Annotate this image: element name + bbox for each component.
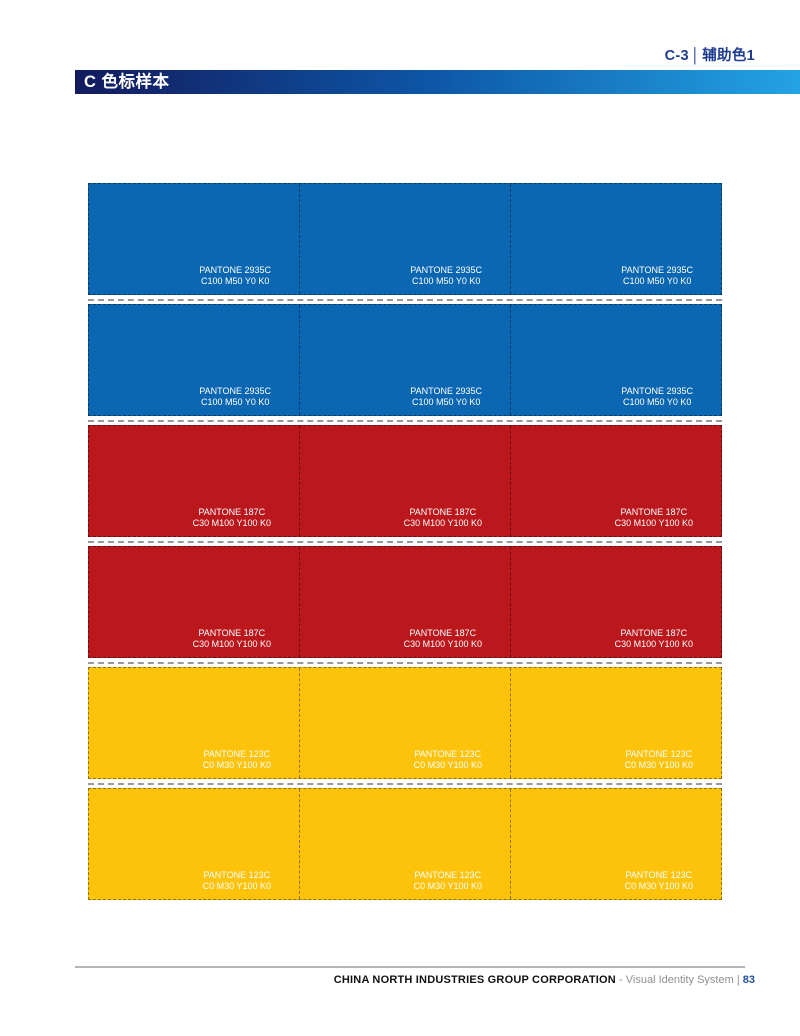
swatch-pantone-name: PANTONE 123C xyxy=(203,870,271,880)
swatch-cell: PANTONE 2935C C100 M50 Y0 K0 xyxy=(299,184,510,294)
swatch-cmyk-value: C0 M30 Y100 K0 xyxy=(413,881,482,891)
swatch-cell: PANTONE 123C C0 M30 Y100 K0 xyxy=(510,668,721,778)
swatch-cell: PANTONE 187C C30 M100 Y100 K0 xyxy=(510,547,721,657)
footer: CHINA NORTH INDUSTRIES GROUP CORPORATION… xyxy=(334,974,755,986)
swatch-cell: PANTONE 2935C C100 M50 Y0 K0 xyxy=(89,184,299,294)
swatch-cell: PANTONE 2935C C100 M50 Y0 K0 xyxy=(299,305,510,415)
swatch-cmyk-value: C100 M50 Y0 K0 xyxy=(411,276,481,286)
swatch-cell: PANTONE 123C C0 M30 Y100 K0 xyxy=(299,789,510,899)
section-header-bar: C 色标样本 xyxy=(75,70,800,94)
swatch-label: PANTONE 123C C0 M30 Y100 K0 xyxy=(625,749,693,771)
swatch-pantone-name: PANTONE 187C xyxy=(620,507,688,517)
swatch-label: PANTONE 2935C C100 M50 Y0 K0 xyxy=(199,265,271,287)
swatch-cmyk-value: C30 M100 Y100 K0 xyxy=(614,639,693,649)
swatch-cmyk-value: C30 M100 Y100 K0 xyxy=(192,518,271,528)
swatch-cmyk-value: C0 M30 Y100 K0 xyxy=(624,760,693,770)
section-tab-label: C-3 │ 辅助色1 xyxy=(665,44,755,65)
swatch-cell: PANTONE 123C C0 M30 Y100 K0 xyxy=(89,789,299,899)
swatch-pantone-name: PANTONE 123C xyxy=(625,749,693,759)
swatch-label: PANTONE 123C C0 M30 Y100 K0 xyxy=(203,870,271,892)
swatch-pantone-name: PANTONE 187C xyxy=(198,628,266,638)
footer-pipe: | xyxy=(736,974,740,986)
cut-line xyxy=(88,541,722,543)
section-title: 辅助色1 xyxy=(702,48,755,64)
swatch-label: PANTONE 2935C C100 M50 Y0 K0 xyxy=(621,265,693,287)
swatch-cell: PANTONE 123C C0 M30 Y100 K0 xyxy=(510,789,721,899)
swatch-cell: PANTONE 2935C C100 M50 Y0 K0 xyxy=(89,305,299,415)
swatch-row-auxiliary-blue: PANTONE 2935C C100 M50 Y0 K0 PANTONE 2935C… xyxy=(88,183,722,295)
swatch-pantone-name: PANTONE 2935C xyxy=(410,386,482,396)
swatch-pantone-name: PANTONE 2935C xyxy=(199,386,271,396)
cut-line xyxy=(88,299,722,301)
swatch-cmyk-value: C100 M50 Y0 K0 xyxy=(411,397,481,407)
swatch-label: PANTONE 123C C0 M30 Y100 K0 xyxy=(625,870,693,892)
swatch-pantone-name: PANTONE 123C xyxy=(414,870,482,880)
swatch-pantone-name: PANTONE 187C xyxy=(409,507,477,517)
section-separator: │ xyxy=(690,48,701,64)
swatch-pantone-name: PANTONE 2935C xyxy=(410,265,482,275)
swatch-pantone-name: PANTONE 123C xyxy=(625,870,693,880)
swatch-cmyk-value: C30 M100 Y100 K0 xyxy=(614,518,693,528)
swatch-cell: PANTONE 187C C30 M100 Y100 K0 xyxy=(299,426,510,536)
system-name: Visual Identity System xyxy=(625,974,734,986)
swatch-pantone-name: PANTONE 187C xyxy=(198,507,266,517)
cut-line xyxy=(88,783,722,785)
swatch-cmyk-value: C0 M30 Y100 K0 xyxy=(413,760,482,770)
swatch-label: PANTONE 187C C30 M100 Y100 K0 xyxy=(615,507,693,529)
swatch-label: PANTONE 187C C30 M100 Y100 K0 xyxy=(193,507,271,529)
swatch-cell: PANTONE 187C C30 M100 Y100 K0 xyxy=(299,547,510,657)
swatch-row-auxiliary-blue: PANTONE 2935C C100 M50 Y0 K0 PANTONE 2935C… xyxy=(88,304,722,416)
cut-line xyxy=(88,420,722,422)
swatch-cell: PANTONE 187C C30 M100 Y100 K0 xyxy=(89,547,299,657)
swatch-pantone-name: PANTONE 123C xyxy=(203,749,271,759)
swatch-pantone-name: PANTONE 123C xyxy=(414,749,482,759)
swatch-label: PANTONE 123C C0 M30 Y100 K0 xyxy=(414,749,482,771)
swatch-cmyk-value: C0 M30 Y100 K0 xyxy=(624,881,693,891)
swatch-label: PANTONE 2935C C100 M50 Y0 K0 xyxy=(199,386,271,408)
swatch-cmyk-value: C30 M100 Y100 K0 xyxy=(403,639,482,649)
swatch-row-auxiliary-yellow: PANTONE 123C C0 M30 Y100 K0 PANTONE 123C C0… xyxy=(88,667,722,779)
swatch-cell: PANTONE 187C C30 M100 Y100 K0 xyxy=(510,426,721,536)
swatch-cmyk-value: C100 M50 Y0 K0 xyxy=(622,397,692,407)
company-name: CHINA NORTH INDUSTRIES GROUP CORPORATION xyxy=(333,974,616,986)
swatch-pantone-name: PANTONE 2935C xyxy=(199,265,271,275)
swatch-cmyk-value: C100 M50 Y0 K0 xyxy=(200,397,270,407)
swatch-pantone-name: PANTONE 2935C xyxy=(621,265,693,275)
swatch-label: PANTONE 123C C0 M30 Y100 K0 xyxy=(203,749,271,771)
page-title: C 色标样本 xyxy=(84,73,170,91)
swatch-cmyk-value: C0 M30 Y100 K0 xyxy=(202,760,271,770)
swatch-cell: PANTONE 123C C0 M30 Y100 K0 xyxy=(299,668,510,778)
swatch-label: PANTONE 2935C C100 M50 Y0 K0 xyxy=(410,265,482,287)
cut-line xyxy=(88,662,722,664)
swatch-row-auxiliary-red: PANTONE 187C C30 M100 Y100 K0 PANTONE 187C… xyxy=(88,425,722,537)
swatch-cmyk-value: C0 M30 Y100 K0 xyxy=(202,881,271,891)
swatch-cmyk-value: C100 M50 Y0 K0 xyxy=(200,276,270,286)
swatch-label: PANTONE 187C C30 M100 Y100 K0 xyxy=(193,628,271,650)
swatch-label: PANTONE 187C C30 M100 Y100 K0 xyxy=(404,507,482,529)
color-swatch-grid: PANTONE 2935C C100 M50 Y0 K0 PANTONE 2935C… xyxy=(88,183,722,900)
swatch-cell: PANTONE 187C C30 M100 Y100 K0 xyxy=(89,426,299,536)
swatch-cell: PANTONE 2935C C100 M50 Y0 K0 xyxy=(510,305,721,415)
swatch-pantone-name: PANTONE 2935C xyxy=(621,386,693,396)
page-number: 83 xyxy=(742,974,755,986)
swatch-cell: PANTONE 2935C C100 M50 Y0 K0 xyxy=(510,184,721,294)
swatch-cmyk-value: C100 M50 Y0 K0 xyxy=(622,276,692,286)
swatch-row-auxiliary-red: PANTONE 187C C30 M100 Y100 K0 PANTONE 187C… xyxy=(88,546,722,658)
footer-divider-line xyxy=(75,966,745,968)
swatch-label: PANTONE 2935C C100 M50 Y0 K0 xyxy=(621,386,693,408)
swatch-row-auxiliary-yellow: PANTONE 123C C0 M30 Y100 K0 PANTONE 123C C0… xyxy=(88,788,722,900)
swatch-cell: PANTONE 123C C0 M30 Y100 K0 xyxy=(89,668,299,778)
section-code: C-3 xyxy=(664,48,689,64)
swatch-cmyk-value: C30 M100 Y100 K0 xyxy=(192,639,271,649)
swatch-label: PANTONE 2935C C100 M50 Y0 K0 xyxy=(410,386,482,408)
swatch-label: PANTONE 187C C30 M100 Y100 K0 xyxy=(404,628,482,650)
swatch-label: PANTONE 123C C0 M30 Y100 K0 xyxy=(414,870,482,892)
swatch-pantone-name: PANTONE 187C xyxy=(409,628,477,638)
swatch-cmyk-value: C30 M100 Y100 K0 xyxy=(403,518,482,528)
swatch-label: PANTONE 187C C30 M100 Y100 K0 xyxy=(615,628,693,650)
swatch-pantone-name: PANTONE 187C xyxy=(620,628,688,638)
footer-dash: - xyxy=(619,974,623,986)
